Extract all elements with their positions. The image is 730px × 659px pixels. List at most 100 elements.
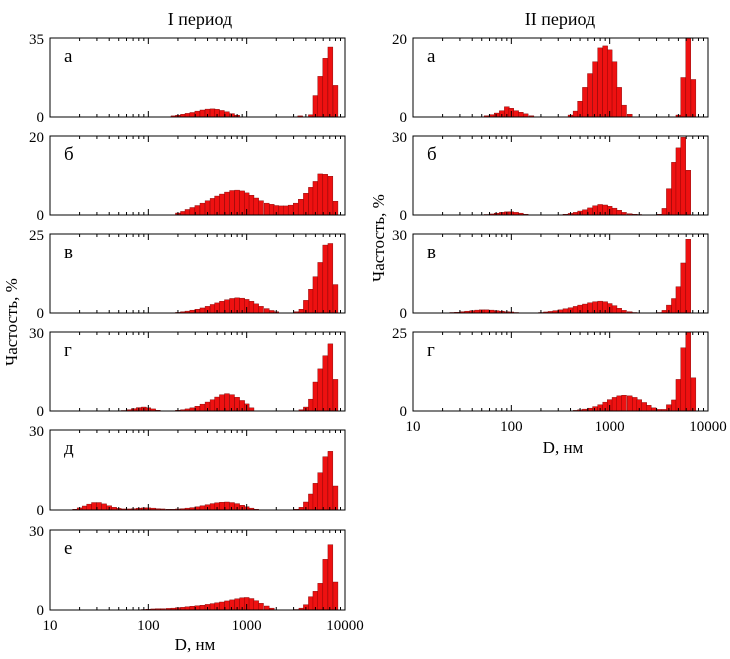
bar <box>229 502 235 511</box>
bar <box>219 394 225 412</box>
x-tick-label: 10 <box>43 618 58 634</box>
bar <box>180 211 186 216</box>
panel-label: а <box>64 46 73 67</box>
bar <box>627 395 633 412</box>
bar <box>675 147 682 216</box>
bar <box>685 331 691 412</box>
bar <box>308 596 314 611</box>
bar <box>611 207 618 216</box>
bar <box>184 113 191 118</box>
bar <box>209 399 216 412</box>
panel-label: а <box>427 46 436 67</box>
panel-label: в <box>64 242 73 263</box>
bar <box>209 603 216 611</box>
bar <box>189 606 195 611</box>
y-tick-label-min: 0 <box>37 404 45 420</box>
bar <box>229 298 235 314</box>
bar <box>675 379 682 412</box>
bar <box>690 79 697 118</box>
bar <box>317 262 323 314</box>
bar <box>312 276 319 314</box>
bar <box>317 472 323 511</box>
bar <box>592 301 598 314</box>
chart-panel-7: 20 0 а <box>392 32 709 126</box>
y-tick-label-min: 0 <box>400 110 408 126</box>
bar <box>582 303 588 314</box>
bar <box>229 113 235 118</box>
bar <box>513 110 519 118</box>
bar <box>248 195 255 216</box>
bar <box>308 398 314 412</box>
y-tick-label-min: 0 <box>37 603 45 619</box>
bar <box>298 198 304 216</box>
y-tick-label-min: 0 <box>37 208 45 224</box>
chart-panel-5: 30 0 д <box>29 424 346 519</box>
bar <box>81 505 88 511</box>
y-tick-label-min: 0 <box>37 306 45 322</box>
x-tick-label: 1000 <box>595 419 625 435</box>
panel-label: г <box>64 340 72 361</box>
y-tick-label-min: 0 <box>37 503 45 519</box>
bar <box>680 77 686 118</box>
bar <box>616 308 622 314</box>
bar <box>209 503 216 511</box>
bar <box>248 598 255 611</box>
bar <box>322 174 328 216</box>
bar <box>219 301 225 314</box>
x-tick-label: 10 <box>406 419 421 435</box>
bar <box>209 198 216 216</box>
bar <box>317 583 323 611</box>
bar <box>671 298 677 314</box>
plot-frame <box>49 331 346 412</box>
bar <box>592 205 598 216</box>
x-tick-label: 10000 <box>326 618 364 634</box>
bar <box>312 181 319 216</box>
bar <box>621 395 627 412</box>
x-axis-label-left: D, нм <box>175 635 216 654</box>
bar <box>248 301 255 314</box>
x-tick-label: 10000 <box>689 419 727 435</box>
plot-frame <box>49 429 346 511</box>
y-tick-label-min: 0 <box>400 404 408 420</box>
bar <box>327 243 334 314</box>
bar <box>283 205 289 216</box>
bar <box>332 485 339 511</box>
bar <box>562 308 569 314</box>
bar <box>611 305 618 314</box>
plot-frame <box>49 233 346 314</box>
bar <box>264 605 270 611</box>
bar <box>675 286 682 314</box>
bar <box>229 394 235 412</box>
bar <box>199 505 206 511</box>
bar <box>572 110 579 118</box>
bar <box>494 112 500 118</box>
bar <box>611 61 618 118</box>
bar <box>258 200 264 216</box>
bar <box>189 112 195 118</box>
bar <box>219 502 225 511</box>
bar <box>592 406 598 412</box>
bar <box>258 603 264 611</box>
bar <box>661 208 668 216</box>
bar <box>322 244 328 314</box>
panel-label: е <box>64 538 72 559</box>
y-tick-label-min: 0 <box>400 306 408 322</box>
column-title-period-2: II период <box>525 9 595 29</box>
bar <box>209 108 216 118</box>
bar <box>616 395 622 412</box>
y-tick-label-max: 35 <box>29 32 44 48</box>
y-tick-label-max: 30 <box>29 524 44 540</box>
bar <box>327 46 334 118</box>
bar <box>616 210 622 216</box>
bar <box>582 209 588 216</box>
bar <box>332 284 339 314</box>
chart-panel-3: 25 0 в <box>29 228 346 322</box>
y-tick-label-max: 30 <box>392 130 407 146</box>
bar <box>632 397 638 412</box>
bar <box>322 355 328 412</box>
bar <box>86 503 92 511</box>
panel-label: б <box>427 144 437 165</box>
x-tick-label: 100 <box>500 419 523 435</box>
bar <box>308 187 314 216</box>
